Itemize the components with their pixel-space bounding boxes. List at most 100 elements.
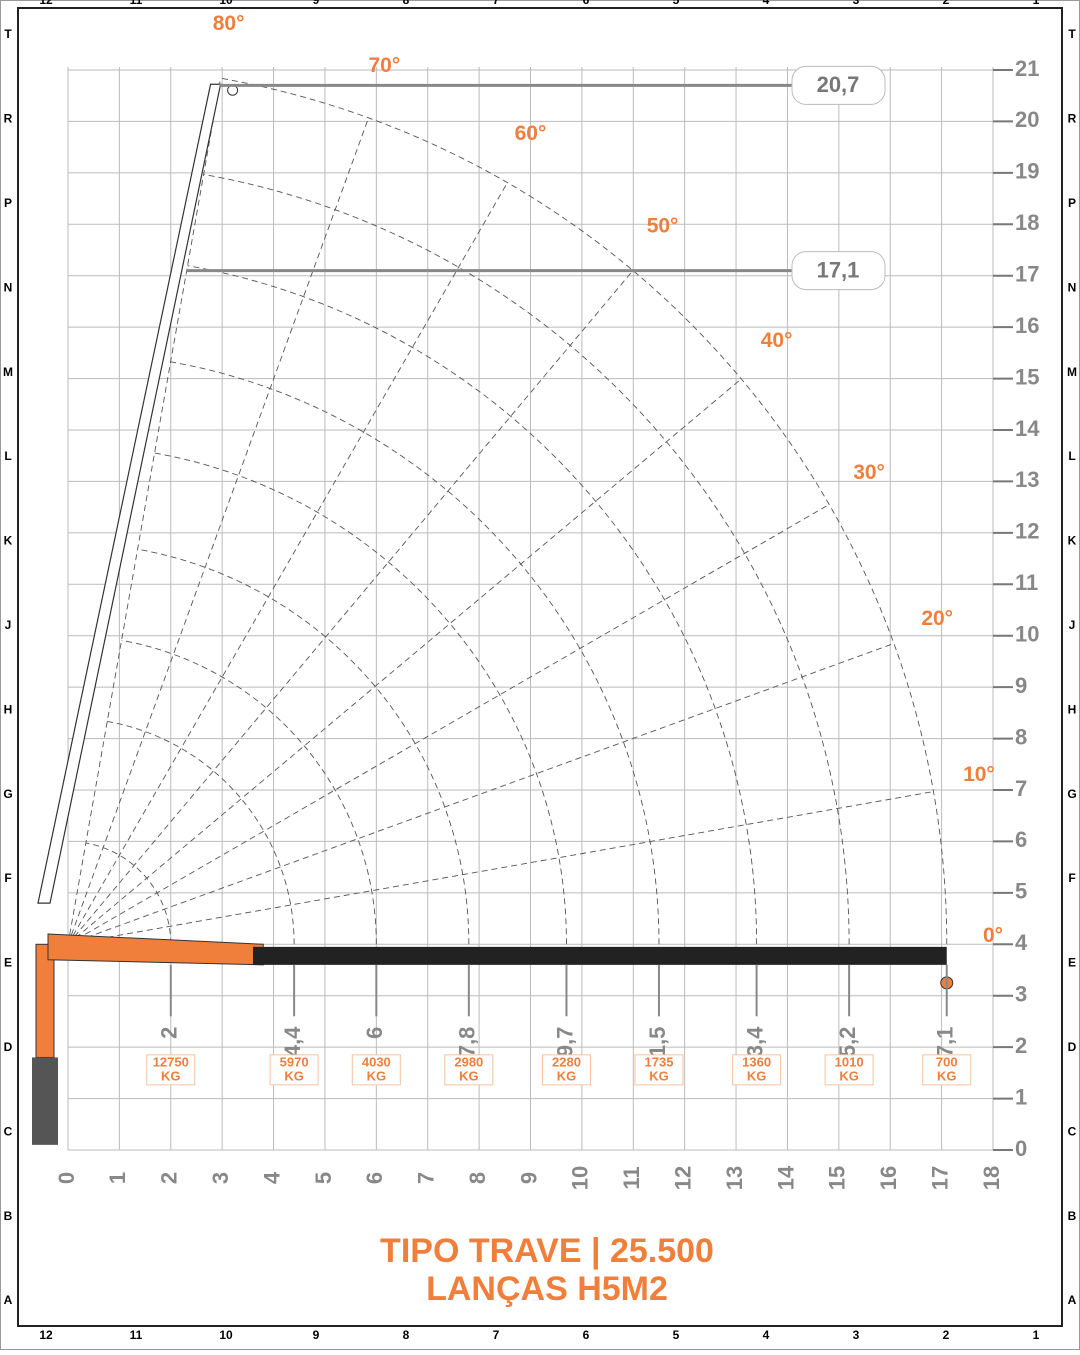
load-unit: KG [649,1068,669,1083]
load-box [146,1054,196,1086]
y-tick-label: 0 [1015,1136,1027,1161]
load-value: 5970 [280,1054,309,1069]
x-tick-label: 0 [54,1172,79,1184]
reach-arc [187,265,758,945]
x-tick-label: 1 [105,1172,130,1184]
load-value: 4030 [362,1054,391,1069]
load-value: 1735 [645,1054,674,1069]
frame-column-label: 7 [493,0,500,7]
frame-column-label: 12 [39,1328,53,1342]
y-tick-label: 14 [1015,416,1040,441]
frame-column-label: 11 [130,0,143,7]
load-box [444,1054,494,1086]
y-tick-label: 12 [1015,519,1039,544]
load-unit: KG [557,1068,577,1083]
frame-column-label: 10 [219,1328,233,1342]
frame-column-label: 5 [673,0,680,7]
y-tick-label: 17 [1015,262,1039,287]
load-unit: KG [937,1068,957,1083]
y-tick-label: 1 [1015,1084,1027,1109]
load-unit: KG [459,1068,479,1083]
y-tick-label: 2 [1015,1033,1027,1058]
x-tick-label: 5 [311,1172,336,1184]
frame-row-label: D [4,1040,13,1054]
frame-row-label: C [1068,1124,1077,1138]
angle-label: 80° [213,12,245,35]
x-tick-label: 10 [568,1166,593,1190]
angle-label: 40° [761,329,793,352]
x-tick-label: 16 [876,1166,901,1190]
frame-column-label: 1 [1033,1328,1040,1342]
angle-label: 20° [921,607,953,630]
reach-label: 6 [362,1027,387,1039]
frame-column-label: 4 [763,1328,770,1342]
frame-row-label: C [4,1124,13,1138]
x-tick-label: 11 [619,1166,644,1189]
frame-column-label: 12 [39,0,53,7]
x-tick-label: 3 [208,1172,233,1184]
y-tick-label: 5 [1015,879,1027,904]
reach-label: 4,4 [280,1026,305,1057]
frame-row-label: B [1068,1209,1077,1223]
y-tick-label: 4 [1015,930,1028,955]
reach-label: 7,8 [455,1027,480,1058]
reach-arc [107,720,295,945]
reach-arc [137,548,470,945]
frame-column-label: 6 [583,0,590,7]
y-tick-label: 20 [1015,107,1039,132]
height-box [791,251,886,291]
load-box [922,1054,972,1086]
load-box [634,1054,684,1086]
frame-row-label: M [1067,365,1077,379]
reach-arc [121,639,377,945]
frame-row-label: G [1067,787,1076,801]
frame-row-label: A [4,1293,13,1307]
frame-column-label: 1 [1033,0,1040,7]
y-tick-label: 18 [1015,210,1039,235]
y-tick-label: 7 [1015,776,1027,801]
angle-line [67,78,222,945]
frame-column-label: 5 [673,1328,680,1342]
angle-line [67,504,830,945]
y-tick-label: 10 [1015,622,1039,647]
y-tick-label: 13 [1015,467,1039,492]
x-tick-label: 7 [414,1172,439,1184]
frame-column-label: 8 [403,1328,410,1342]
y-tick-label: 21 [1015,56,1039,81]
frame-row-label: H [4,702,13,716]
load-value: 1010 [835,1054,864,1069]
reach-arc [220,77,948,945]
frame-row-label: L [1068,449,1075,463]
angle-label: 0° [983,924,1003,947]
frame-row-label: A [1068,1293,1077,1307]
x-tick-label: 12 [670,1166,695,1190]
angle-label: 30° [853,461,885,484]
load-value: 2980 [454,1054,483,1069]
frame-row-label: H [1068,702,1077,716]
x-tick-label: 18 [979,1166,1004,1190]
frame-row-label: B [4,1209,13,1223]
frame-row-label: G [3,787,12,801]
frame-column-label: 10 [219,0,233,7]
x-tick-label: 9 [516,1172,541,1184]
frame-row-label: F [1068,871,1075,885]
frame-column-label: 11 [130,1328,143,1342]
load-value: 1360 [742,1054,771,1069]
load-box [824,1054,874,1086]
y-tick-label: 16 [1015,313,1039,338]
angle-line [67,378,742,945]
frame-column-label: 8 [403,0,410,7]
angle-line [67,643,894,945]
load-unit: KG [284,1068,304,1083]
x-tick-label: 13 [722,1166,747,1190]
height-box [791,65,886,105]
x-tick-label: 4 [259,1171,284,1184]
inner-frame [17,7,1063,1327]
y-tick-label: 15 [1015,364,1039,389]
frame-column-label: 9 [313,1328,320,1342]
angle-label: 50° [647,215,679,238]
y-tick-label: 6 [1015,827,1027,852]
frame-row-label: T [1068,27,1076,41]
frame-row-label: J [5,618,12,632]
x-tick-label: 6 [362,1172,387,1184]
